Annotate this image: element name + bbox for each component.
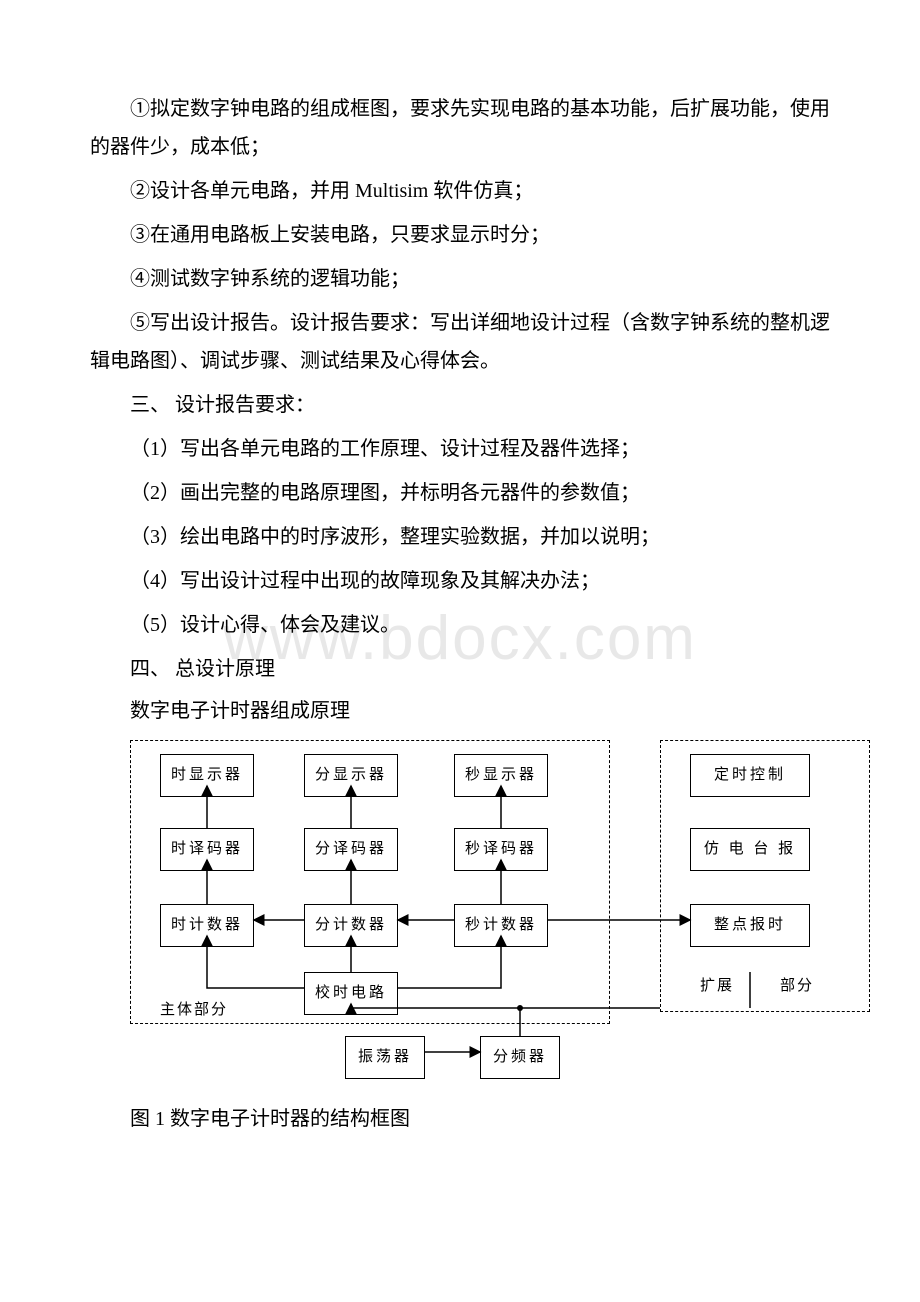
node-hour-counter: 时计数器 — [160, 904, 254, 947]
paragraph-2: ②设计各单元电路，并用 Multisim 软件仿真； — [90, 172, 830, 210]
label-ext2: 部分 — [780, 972, 814, 1001]
label-main: 主体部分 — [160, 996, 228, 1025]
req-5: （5）设计心得、体会及建议。 — [90, 606, 830, 644]
node-adjust: 校时电路 — [304, 972, 398, 1015]
node-timing-ctrl: 定时控制 — [690, 754, 810, 797]
paragraph-3: ③在通用电路板上安装电路，只要求显示时分； — [90, 216, 830, 254]
node-sec-decoder: 秒译码器 — [454, 828, 548, 871]
paragraph-4: ④测试数字钟系统的逻辑功能； — [90, 260, 830, 298]
req-1: （1）写出各单元电路的工作原理、设计过程及器件选择； — [90, 430, 830, 468]
node-min-display: 分显示器 — [304, 754, 398, 797]
section-3-heading: 三、 设计报告要求： — [90, 386, 830, 424]
label-ext1: 扩展 — [700, 972, 734, 1001]
node-hour-decoder: 时译码器 — [160, 828, 254, 871]
node-radio: 仿 电 台 报 — [690, 828, 810, 871]
node-sec-display: 秒显示器 — [454, 754, 548, 797]
req-4: （4）写出设计过程中出现的故障现象及其解决办法； — [90, 562, 830, 600]
section-4-heading: 四、 总设计原理 — [90, 650, 830, 688]
node-min-decoder: 分译码器 — [304, 828, 398, 871]
node-hour-display: 时显示器 — [160, 754, 254, 797]
node-min-counter: 分计数器 — [304, 904, 398, 947]
subtitle: 数字电子计时器组成原理 — [90, 692, 830, 730]
paragraph-1: ①拟定数字钟电路的组成框图，要求先实现电路的基本功能，后扩展功能，使用的器件少，… — [90, 90, 830, 166]
node-oscillator: 振荡器 — [345, 1036, 425, 1079]
document-body: ①拟定数字钟电路的组成框图，要求先实现电路的基本功能，后扩展功能，使用的器件少，… — [90, 90, 830, 1138]
req-2: （2）画出完整的电路原理图，并标明各元器件的参数值； — [90, 474, 830, 512]
paragraph-5: ⑤写出设计报告。设计报告要求：写出详细地设计过程（含数字钟系统的整机逻辑电路图）… — [90, 304, 830, 380]
node-hourly: 整点报时 — [690, 904, 810, 947]
figure-caption: 图 1 数字电子计时器的结构框图 — [90, 1100, 830, 1138]
node-sec-counter: 秒计数器 — [454, 904, 548, 947]
req-3: （3）绘出电路中的时序波形，整理实验数据，并加以说明； — [90, 518, 830, 556]
node-divider: 分频器 — [480, 1036, 560, 1079]
block-diagram: 时显示器 分显示器 秒显示器 时译码器 分译码器 秒译码器 时计数器 分计数器 … — [130, 740, 890, 1070]
